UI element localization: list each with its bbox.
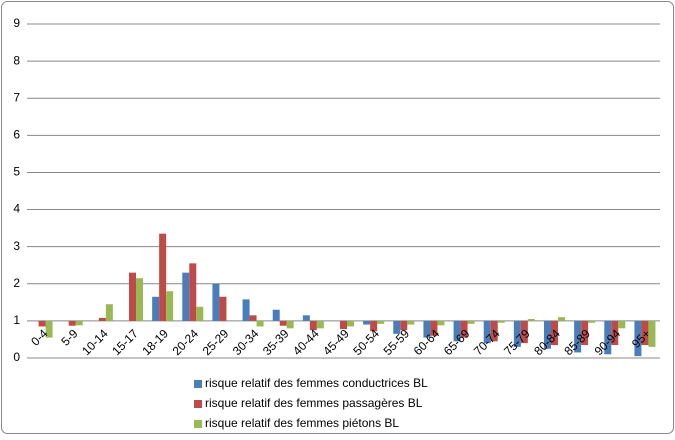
bar (437, 320, 445, 326)
bar (189, 263, 197, 321)
bar (256, 320, 264, 327)
bar (574, 320, 582, 353)
bar (497, 320, 505, 323)
bar (152, 296, 160, 321)
bar (558, 317, 565, 321)
bar (309, 320, 317, 331)
bar (286, 320, 294, 329)
y-tick-label: 0 (13, 350, 20, 364)
bar (38, 320, 46, 327)
bar (618, 320, 626, 329)
bar (551, 320, 558, 346)
bar (604, 320, 612, 355)
legend-label: risque relatif des femmes conductrices B… (205, 376, 428, 390)
bar (316, 320, 324, 329)
bar (483, 320, 491, 344)
bar (159, 233, 167, 321)
bar (527, 319, 535, 321)
bar (212, 283, 220, 321)
bar (588, 320, 596, 323)
bar (430, 320, 438, 336)
bar (634, 320, 642, 357)
bar (363, 320, 371, 325)
bar (242, 299, 250, 321)
bar (370, 320, 378, 332)
bar (272, 309, 280, 321)
bar (219, 296, 227, 321)
bar (467, 320, 475, 324)
bar (611, 320, 619, 346)
y-tick-label: 8 (13, 53, 20, 67)
bar (136, 278, 143, 321)
legend-swatch (194, 380, 202, 388)
bar (490, 320, 498, 342)
y-tick-label: 2 (13, 276, 20, 290)
bar (407, 320, 415, 325)
bar (648, 320, 656, 347)
legend-label: risque relatif des femmes passagères BL (205, 396, 423, 410)
y-tick-label: 9 (13, 16, 20, 30)
y-tick-label: 1 (13, 313, 20, 327)
bar (98, 317, 106, 321)
bar (75, 320, 83, 326)
bar (68, 320, 76, 326)
bar (581, 320, 589, 346)
bar (544, 320, 551, 349)
bar (129, 272, 136, 321)
bar (166, 291, 174, 321)
y-tick-label: 5 (13, 165, 20, 179)
bar (196, 306, 204, 321)
legend-label: risque relatif des femmes piétons BL (205, 416, 399, 430)
bar (453, 320, 461, 342)
bar (347, 320, 354, 327)
bar (105, 304, 113, 321)
legend-swatch (194, 420, 202, 428)
bar (302, 315, 310, 321)
bar (641, 320, 649, 346)
bar (520, 320, 528, 344)
bar (400, 320, 408, 331)
bar (340, 320, 347, 330)
legend-swatch (194, 400, 202, 408)
bar (423, 320, 431, 338)
bar (377, 320, 385, 324)
y-tick-label: 4 (13, 202, 20, 216)
y-tick-label: 6 (13, 128, 20, 142)
y-tick-label: 3 (13, 239, 20, 253)
y-tick-label: 7 (13, 90, 20, 104)
bar (393, 320, 401, 334)
bar (182, 272, 190, 321)
bar (279, 320, 287, 326)
bar (45, 320, 53, 338)
bar (249, 315, 257, 321)
bar (513, 320, 521, 347)
bar (460, 320, 468, 338)
